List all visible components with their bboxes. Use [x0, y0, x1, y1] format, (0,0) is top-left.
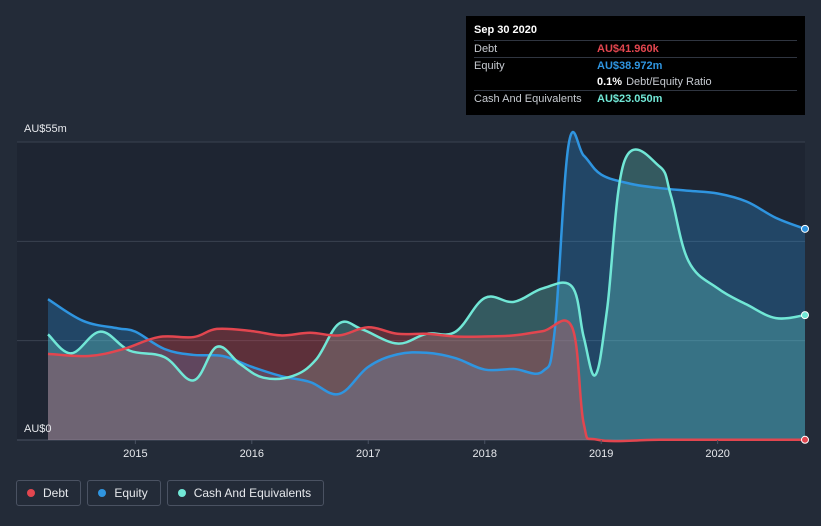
y-axis-bottom-label: AU$0: [24, 423, 52, 435]
debt-area: [48, 320, 805, 442]
x-tick-label: 2017: [356, 448, 380, 460]
tooltip-ratio-value: 0.1%: [597, 76, 623, 88]
legend-item-cash[interactable]: Cash And Equivalents: [166, 480, 325, 506]
cash-dot-icon: [177, 489, 186, 497]
x-tick-label: 2020: [705, 448, 729, 460]
equity-line: [47, 130, 806, 396]
x-tick-label: 2019: [589, 448, 613, 460]
chart-legend: Debt Equity Cash And Equivalents: [16, 480, 325, 506]
legend-label-equity: Equity: [114, 486, 148, 500]
tooltip-cash-label: Cash And Equivalents: [474, 93, 582, 105]
debt-endpoint: [801, 435, 809, 444]
x-axis-ticks: 2015 2016 2017 2018 2019 2020: [123, 440, 730, 460]
x-tick-label: 2015: [123, 448, 147, 460]
tooltip-row-debt: Debt AU$41.960k: [474, 40, 797, 57]
legend-item-equity[interactable]: Equity: [87, 480, 161, 506]
debt-line: [47, 319, 805, 443]
x-tick-label: 2018: [472, 448, 496, 460]
data-tooltip: Sep 30 2020 Debt AU$41.960k Equity AU$38…: [466, 16, 805, 115]
tooltip-date: Sep 30 2020: [474, 24, 537, 36]
tooltip-ratio-spacer: [474, 74, 597, 90]
tooltip-row-cash: Cash And Equivalents AU$23.050m: [474, 90, 797, 107]
tooltip-cash-value: AU$23.050m: [597, 93, 663, 105]
y-axis-top-label: AU$55m: [24, 123, 67, 135]
plot-area: [17, 142, 805, 440]
legend-label-debt: Debt: [43, 486, 69, 500]
series-endpoints: [801, 224, 809, 444]
equity-endpoint: [801, 224, 809, 233]
legend-item-debt[interactable]: Debt: [16, 480, 82, 506]
cash-endpoint: [801, 311, 809, 320]
tooltip-equity-value: AU$38.972m: [597, 60, 663, 72]
tooltip-row-ratio: 0.1% Debt/Equity Ratio: [474, 74, 797, 90]
debt-dot-icon: [27, 489, 35, 497]
tooltip-debt-value: AU$41.960k: [597, 43, 659, 55]
tooltip-row-equity: Equity AU$38.972m: [474, 57, 797, 74]
tooltip-ratio-label: Debt/Equity Ratio: [626, 76, 712, 88]
series-lines: [47, 130, 806, 443]
cash-line: [47, 148, 806, 382]
x-tick-label: 2016: [240, 448, 264, 460]
tooltip-debt-label: Debt: [474, 43, 498, 55]
legend-label-cash: Cash And Equivalents: [193, 486, 312, 500]
tooltip-equity-label: Equity: [474, 60, 505, 72]
equity-dot-icon: [98, 489, 107, 497]
